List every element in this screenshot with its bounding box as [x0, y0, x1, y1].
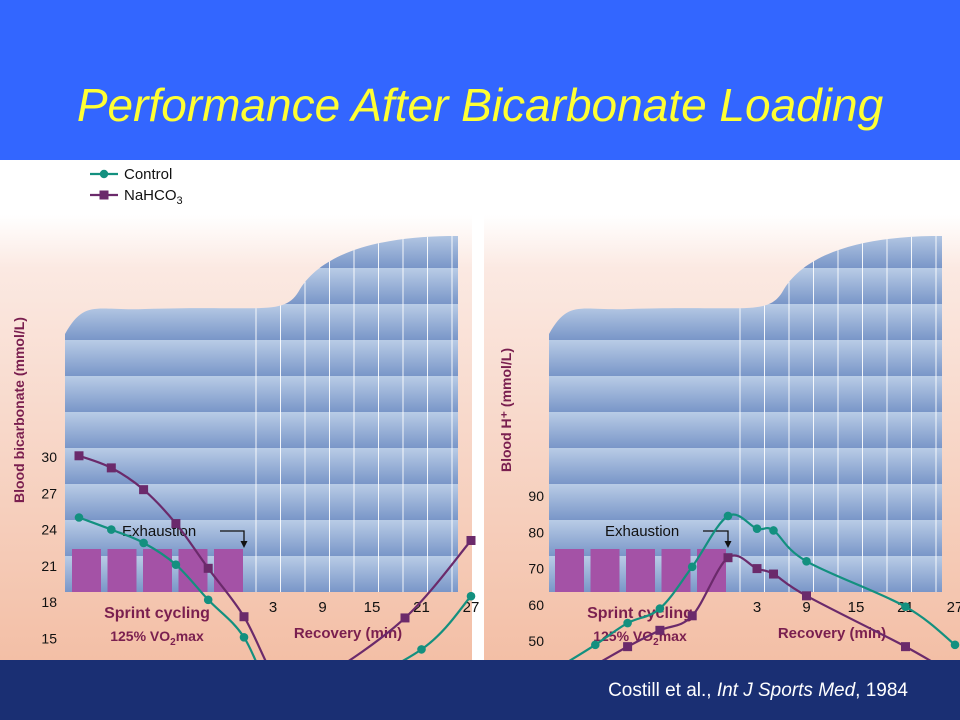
x-tick-label: 9: [318, 599, 326, 616]
slide-header: [0, 0, 960, 160]
data-point-nahco3: [752, 564, 762, 574]
citation-year: , 1984: [855, 680, 908, 701]
data-point-control: [769, 526, 778, 535]
y-tick-label: 90: [528, 488, 544, 504]
sprint-bout-bar: [590, 549, 620, 592]
data-point-nahco3: [106, 463, 116, 473]
legend-nahco3-label: NaHCO3: [124, 187, 183, 207]
data-point-nahco3: [687, 611, 697, 621]
data-point-nahco3: [769, 569, 778, 579]
data-point-nahco3: [400, 613, 410, 623]
data-point-control: [203, 595, 213, 605]
data-point-nahco3: [139, 485, 149, 495]
series-line-nahco3: [78, 454, 472, 660]
legend-nahco3-sub: 3: [177, 195, 183, 207]
y-tick-label: 24: [41, 522, 57, 538]
sprint-bout-bar: [72, 549, 101, 592]
y-tick-label: 27: [41, 485, 57, 501]
x-axis-label: Recovery (min): [294, 625, 402, 642]
slide-title: Performance After Bicarbonate Loading: [76, 79, 884, 131]
y-tick-label: 50: [528, 633, 544, 649]
data-point-nahco3: [655, 625, 665, 635]
legend-nahco3-base: NaHCO: [124, 187, 177, 204]
grid-lines: [255, 236, 453, 592]
x-tick-label: 15: [364, 599, 381, 616]
data-point-control: [139, 538, 148, 548]
data-point-nahco3: [623, 642, 633, 652]
y-tick-label: 80: [528, 524, 544, 540]
data-point-control: [752, 524, 762, 533]
data-point-control: [901, 602, 910, 612]
data-point-control: [591, 640, 600, 650]
data-point-control: [723, 511, 733, 521]
y-tick-label: 60: [528, 597, 544, 613]
legend: Control NaHCO3: [90, 166, 183, 207]
sprint-bout-bar: [626, 549, 655, 592]
sprint-intensity-label: 125% VO2max: [110, 628, 204, 648]
x-tick-label: 3: [753, 599, 761, 616]
x-tick-label: 27: [947, 599, 960, 616]
legend-control-marker: [99, 169, 109, 179]
x-tick-label: 3: [269, 599, 277, 616]
exhaustion-arrowhead: [240, 541, 248, 548]
sprint-bout-bar: [697, 549, 726, 592]
data-point-control: [417, 645, 426, 654]
sprint-bout-bar: [107, 549, 137, 592]
data-point-control: [802, 557, 811, 566]
x-tick-label: 27: [463, 599, 480, 616]
y-tick-label: 30: [41, 449, 57, 465]
y-axis-label: Blood H⁺ (mmol/L): [498, 348, 514, 472]
exhaustion-label: Exhaustion: [605, 523, 679, 540]
sprint-bout-bar: [661, 549, 691, 592]
sprint-max: max: [176, 628, 204, 644]
slide-footer: [0, 660, 960, 720]
citation-journal: Int J Sports Med: [716, 680, 856, 701]
x-tick-label: 21: [413, 599, 430, 616]
data-point-nahco3: [74, 451, 84, 461]
data-point-nahco3: [203, 563, 213, 573]
data-point-control: [687, 562, 697, 572]
legend-nahco3-marker: [99, 190, 109, 200]
data-point-nahco3: [901, 642, 910, 652]
x-tick-label: 9: [802, 599, 810, 616]
series-line-control: [78, 516, 472, 660]
x-tick-label: 15: [848, 599, 865, 616]
y-tick-label: 18: [41, 594, 57, 610]
data-point-nahco3: [239, 612, 249, 622]
exhaustion-arrowhead: [724, 541, 732, 548]
citation: Costill et al., Int J Sports Med, 1984: [608, 680, 908, 702]
sprint-sub2: 2: [653, 637, 659, 648]
data-point-control: [171, 560, 181, 569]
sprint-o: O: [159, 628, 170, 644]
data-point-nahco3: [723, 553, 733, 563]
panel-divider: [472, 215, 484, 660]
data-point-control: [950, 640, 960, 650]
sprint-bout-bar: [214, 549, 243, 592]
exhaustion-arrow: [220, 530, 245, 545]
y-tick-label: 21: [41, 558, 57, 574]
y-tick-label: 70: [528, 561, 544, 577]
data-point-control: [655, 604, 665, 613]
citation-authors: Costill et al.,: [608, 680, 712, 701]
data-point-control: [623, 618, 632, 628]
legend-control-label: Control: [124, 166, 172, 183]
data-point-control: [74, 513, 84, 522]
data-point-nahco3: [171, 519, 181, 529]
sprint-bout-bar: [143, 549, 172, 592]
sprint-bout-bar: [555, 549, 584, 592]
data-point-nahco3: [466, 535, 476, 545]
x-axis-label: Recovery (min): [778, 625, 886, 642]
sprint-label: Sprint cycling: [587, 605, 693, 622]
y-tick-label: 15: [41, 631, 57, 647]
data-point-control: [466, 591, 476, 601]
y-axis-label: Blood bicarbonate (mmol/L): [11, 317, 27, 503]
data-point-nahco3: [802, 591, 811, 601]
sprint-sub2: 2: [170, 637, 176, 648]
sprint-max: max: [659, 628, 687, 644]
data-point-control: [239, 632, 249, 642]
exhaustion-arrow: [703, 530, 729, 545]
data-point-control: [107, 525, 116, 534]
figure-panel: 912151821242730Blood bicarbonate (mmol/L…: [0, 166, 960, 660]
sprint-label: Sprint cycling: [104, 605, 210, 622]
